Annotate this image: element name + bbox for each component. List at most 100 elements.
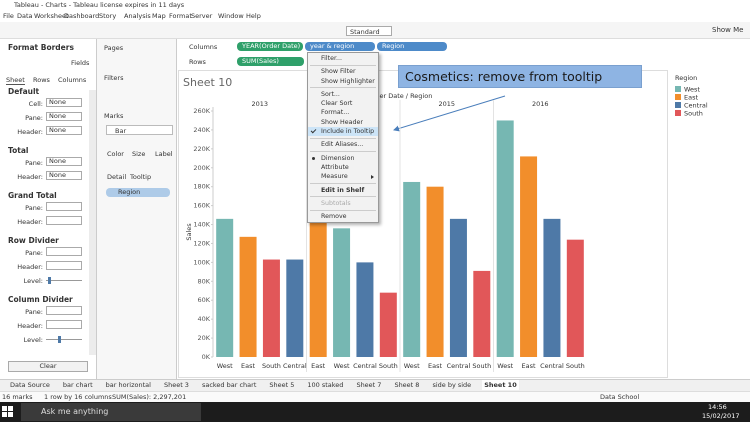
legend-label: West xyxy=(684,86,700,94)
menu-item[interactable]: Show Filter xyxy=(308,67,378,76)
sheet-tab[interactable]: Sheet 8 xyxy=(394,381,420,389)
windows-logo[interactable] xyxy=(8,412,13,417)
menu-item[interactable]: Analysis xyxy=(124,12,151,20)
windows-logo[interactable] xyxy=(2,406,7,411)
marks-button[interactable]: Size xyxy=(132,150,146,158)
menu-separator xyxy=(310,137,376,139)
windows-logo[interactable] xyxy=(8,406,13,411)
scrollbar xyxy=(89,90,96,355)
menu-item-label: Measure xyxy=(321,173,348,181)
shelf-pill[interactable]: year & region xyxy=(305,42,375,51)
border-dropdown[interactable] xyxy=(46,261,82,270)
menu-item[interactable]: Attribute xyxy=(308,163,378,172)
x-tick-label: South xyxy=(379,362,398,370)
show-me-button[interactable]: Show Me xyxy=(712,26,744,34)
bar xyxy=(262,259,280,357)
legend-swatch xyxy=(675,102,681,108)
y-tick-label: 140K xyxy=(193,221,210,229)
x-tick-label: West xyxy=(404,362,420,370)
check-mark xyxy=(310,127,317,134)
border-dropdown[interactable]: None xyxy=(46,157,82,166)
menu-item-label: Include in Tooltip xyxy=(321,128,375,136)
marks-button[interactable]: Detail xyxy=(107,173,127,181)
menu-item[interactable]: Dimension xyxy=(308,154,378,163)
menu-item[interactable]: Show Highlighter xyxy=(308,77,378,86)
border-dropdown[interactable] xyxy=(46,306,82,315)
menu-item[interactable]: Help xyxy=(246,12,261,20)
legend-title: Region xyxy=(675,74,697,82)
marks-button[interactable]: Color xyxy=(107,150,124,158)
menu-item[interactable]: Edit Aliases... xyxy=(308,140,378,149)
sheet-tab[interactable]: Sheet 3 xyxy=(163,381,189,389)
border-dropdown[interactable] xyxy=(46,216,82,225)
slider-thumb[interactable] xyxy=(58,336,61,343)
x-tick-label: South xyxy=(262,362,281,370)
format-tab[interactable]: Columns xyxy=(58,76,87,84)
x-tick-label: West xyxy=(497,362,513,370)
legend-swatch xyxy=(675,94,681,100)
sheet-tab[interactable]: Sheet 7 xyxy=(356,381,382,389)
shelf-pill[interactable]: SUM(Sales) xyxy=(237,57,304,66)
pages-card: Pages xyxy=(104,44,124,52)
menu-item[interactable]: Show Header xyxy=(308,118,378,127)
menu-item-label: Attribute xyxy=(321,163,349,171)
border-dropdown[interactable] xyxy=(46,247,82,256)
row-label: Pane: xyxy=(25,249,43,257)
menu-item[interactable]: Include in Tooltip xyxy=(308,127,378,137)
menu-item[interactable]: Story xyxy=(99,12,117,20)
level-slider[interactable] xyxy=(46,339,82,340)
sheet-tab[interactable]: side by side xyxy=(432,381,472,389)
menu-item[interactable]: Clear Sort xyxy=(308,99,378,108)
submenu-arrow xyxy=(371,175,374,180)
fields-button[interactable]: Fields xyxy=(71,59,90,67)
mark-size-dropdown[interactable]: Standard xyxy=(346,26,392,36)
section-title: Row Divider xyxy=(8,236,59,245)
marks-button[interactable]: Label xyxy=(155,150,173,158)
menu-item[interactable]: Format... xyxy=(308,108,378,117)
search-box[interactable]: Ask me anything xyxy=(21,403,201,421)
border-dropdown[interactable] xyxy=(46,202,82,211)
marks-button[interactable]: Tooltip xyxy=(130,173,152,181)
sheet-tab[interactable]: Sheet 5 xyxy=(269,381,295,389)
border-dropdown[interactable] xyxy=(46,320,82,329)
level-slider[interactable] xyxy=(46,280,82,281)
menu-item[interactable]: Window xyxy=(218,12,244,20)
sheet-tab[interactable]: Data Source xyxy=(10,381,50,389)
menu-item[interactable]: Worksheet xyxy=(34,12,69,20)
shelf-pill[interactable]: YEAR(Order Date) xyxy=(237,42,303,51)
border-dropdown[interactable]: None xyxy=(46,112,82,121)
sheet-tab[interactable]: Sheet 10 xyxy=(482,380,519,390)
format-tab[interactable]: Rows xyxy=(33,76,50,84)
sheet-tab[interactable]: bar horizontal xyxy=(105,381,151,389)
border-dropdown[interactable]: None xyxy=(46,171,82,180)
clear-button[interactable]: Clear xyxy=(8,361,88,372)
menu-item[interactable]: Remove xyxy=(308,212,378,221)
menu-item[interactable]: Edit in Shelf xyxy=(308,186,378,195)
menu-item[interactable]: Format xyxy=(169,12,192,20)
menu-item[interactable]: File xyxy=(3,12,14,20)
windows-logo[interactable] xyxy=(2,412,7,417)
menu-item[interactable]: Dashboard xyxy=(64,12,100,20)
bar xyxy=(473,270,491,357)
menu-item[interactable]: Filter... xyxy=(308,54,378,63)
border-dropdown[interactable]: None xyxy=(46,126,82,135)
marks-pill[interactable]: Region xyxy=(106,188,170,197)
shelf-pill[interactable]: Region xyxy=(377,42,447,51)
mark-type-dropdown[interactable]: Bar xyxy=(106,125,173,135)
menu-item[interactable]: Map xyxy=(152,12,166,20)
format-tab[interactable]: Sheet xyxy=(6,76,25,85)
menu-item[interactable]: Server xyxy=(191,12,213,20)
border-dropdown[interactable]: None xyxy=(46,98,82,107)
bar xyxy=(426,186,444,357)
status-dims: 1 row by 16 columns xyxy=(44,393,112,401)
menu-item-label: Filter... xyxy=(321,55,343,62)
slider-thumb[interactable] xyxy=(48,277,51,284)
sheet-tab[interactable]: 100 staked xyxy=(307,381,344,389)
sheet-tab[interactable]: bar chart xyxy=(62,381,93,389)
row-label: Pane: xyxy=(25,308,43,316)
menu-item[interactable]: Measure xyxy=(308,172,378,181)
menu-item[interactable]: Sort... xyxy=(308,90,378,99)
section-title: Column Divider xyxy=(8,295,73,304)
menu-item[interactable]: Data xyxy=(17,12,33,20)
sheet-tab[interactable]: sacked bar chart xyxy=(201,381,257,389)
